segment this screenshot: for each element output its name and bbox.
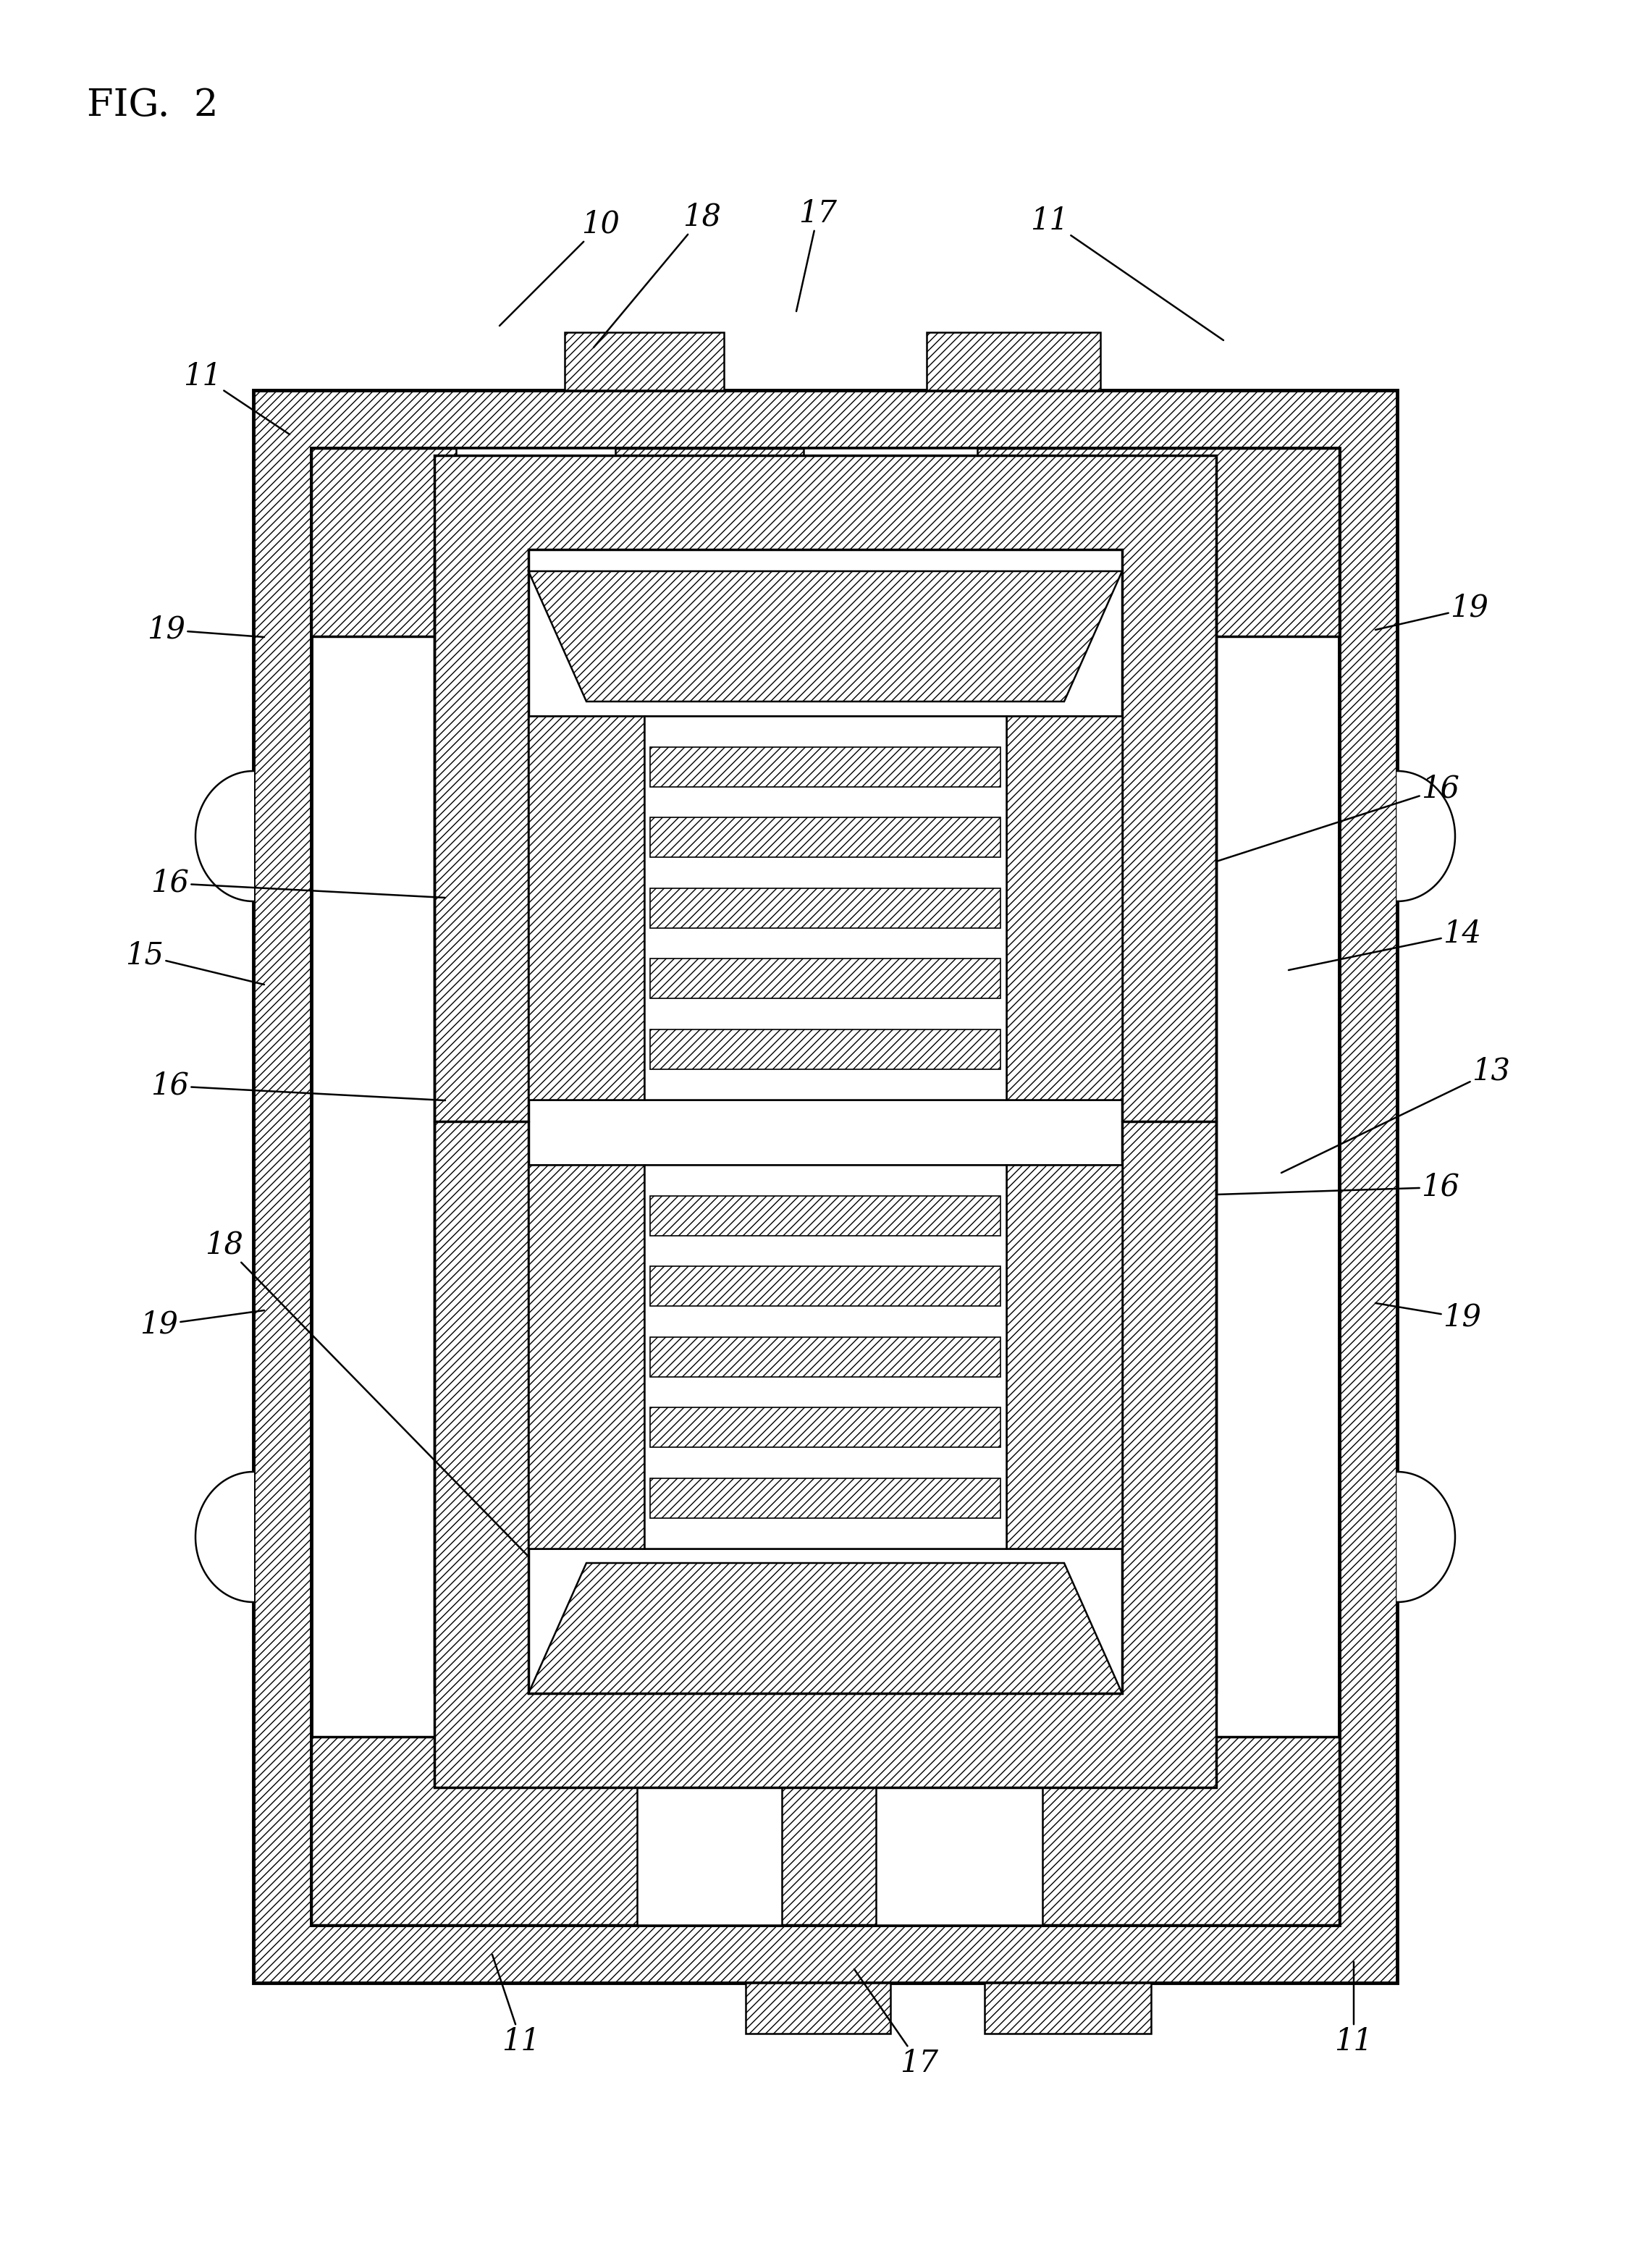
- Bar: [456, 447, 615, 637]
- Bar: [529, 716, 644, 1100]
- Bar: [651, 1407, 1001, 1447]
- Text: 11: 11: [1031, 205, 1224, 341]
- Bar: [311, 1736, 1340, 1926]
- Bar: [529, 1165, 1122, 1549]
- Polygon shape: [195, 1472, 253, 1603]
- Bar: [651, 957, 1001, 998]
- Text: 18: 18: [205, 1231, 529, 1556]
- Text: 17: 17: [854, 1969, 938, 2077]
- Bar: [803, 447, 978, 637]
- Text: 10: 10: [499, 210, 620, 325]
- Text: 18: 18: [593, 201, 722, 348]
- Bar: [651, 887, 1001, 928]
- Bar: [651, 1337, 1001, 1377]
- Bar: [651, 1267, 1001, 1305]
- Bar: [985, 1983, 1151, 2034]
- Polygon shape: [1398, 770, 1455, 901]
- Bar: [927, 332, 1100, 391]
- Bar: [529, 1165, 644, 1549]
- Bar: [644, 1165, 1006, 1549]
- Bar: [651, 1479, 1001, 1517]
- Text: 16: 16: [1216, 774, 1460, 863]
- Bar: [253, 391, 1398, 1983]
- Text: 15: 15: [126, 939, 264, 984]
- Bar: [434, 456, 1216, 1788]
- Bar: [651, 747, 1001, 786]
- Text: 11: 11: [1335, 1962, 1373, 2057]
- Bar: [1006, 1165, 1122, 1549]
- Text: 11: 11: [492, 1955, 540, 2057]
- Text: 19: 19: [1376, 594, 1488, 630]
- Bar: [565, 332, 724, 391]
- Text: 17: 17: [796, 199, 838, 312]
- Text: 13: 13: [1282, 1057, 1510, 1172]
- Bar: [529, 716, 1122, 1100]
- Polygon shape: [1398, 1472, 1455, 1603]
- Bar: [311, 447, 1340, 637]
- Bar: [745, 1983, 890, 2034]
- Polygon shape: [195, 770, 253, 901]
- Bar: [644, 716, 1006, 1100]
- Bar: [1006, 716, 1122, 1100]
- Bar: [651, 817, 1001, 858]
- Bar: [651, 1030, 1001, 1068]
- Text: 16: 16: [150, 1070, 446, 1102]
- Text: 19: 19: [1376, 1303, 1482, 1332]
- Polygon shape: [529, 1563, 1122, 1694]
- Bar: [311, 447, 1340, 1926]
- Text: 19: 19: [140, 1310, 264, 1339]
- Bar: [651, 1194, 1001, 1235]
- Text: 14: 14: [1289, 919, 1482, 971]
- Bar: [876, 1736, 1042, 1926]
- Text: 16: 16: [150, 867, 446, 899]
- Text: 19: 19: [147, 614, 264, 646]
- Text: FIG.  2: FIG. 2: [88, 86, 218, 124]
- Text: 16: 16: [1216, 1172, 1460, 1204]
- Bar: [638, 1736, 781, 1926]
- Bar: [529, 549, 1122, 1694]
- Text: 11: 11: [183, 361, 289, 434]
- Polygon shape: [529, 571, 1122, 702]
